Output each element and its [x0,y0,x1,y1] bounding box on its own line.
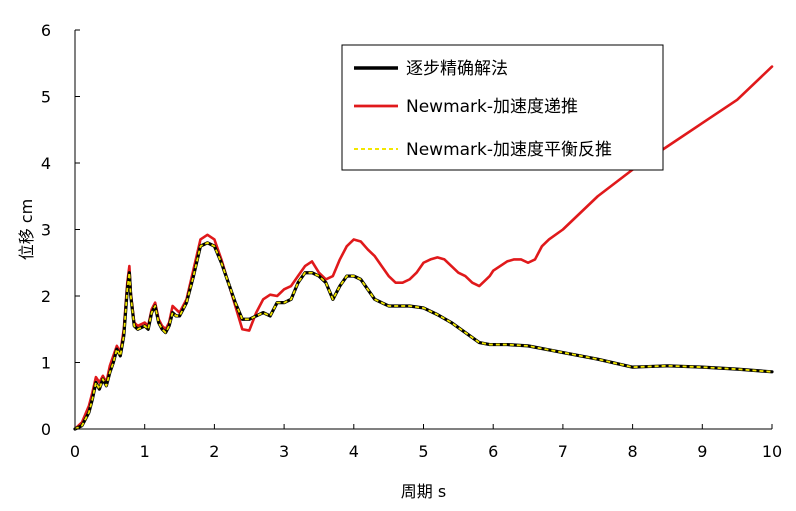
series-line-exact [73,241,774,431]
y-tick-label: 5 [41,88,51,107]
x-tick-label: 3 [279,442,289,461]
x-tick-label: 2 [209,442,219,461]
x-tick-label: 9 [697,442,707,461]
y-tick-label: 0 [41,420,51,439]
x-tick-label: 10 [762,442,782,461]
y-axis-ticks: 0 1 2 3 4 5 6 [41,21,80,439]
x-tick-label: 0 [70,442,80,461]
x-tick-label: 6 [488,442,498,461]
x-tick-label: 7 [558,442,568,461]
y-tick-label: 6 [41,21,51,40]
legend-label-newmark-recursive: Newmark-加速度递推 [406,97,578,117]
legend-label-newmark-balance: Newmark-加速度平衡反推 [406,140,612,160]
x-tick-label: 1 [140,442,150,461]
legend: 逐步精确解法 Newmark-加速度递推 Newmark-加速度平衡反推 [341,44,664,171]
y-tick-label: 1 [41,354,51,373]
x-axis-title: 周期 s [401,482,446,501]
series-line-newmark-balance [74,241,773,430]
y-tick-label: 2 [41,287,51,306]
x-tick-label: 4 [349,442,359,461]
y-tick-label: 4 [41,154,51,173]
legend-box [341,44,664,171]
series-layer [73,65,774,431]
x-tick-label: 5 [418,442,428,461]
x-axis-ticks: 0 1 2 3 4 5 6 7 8 9 10 [70,424,782,461]
legend-label-exact: 逐步精确解法 [406,59,508,79]
y-tick-label: 3 [41,221,51,240]
x-tick-label: 8 [628,442,638,461]
y-axis-title: 位移 cm [17,199,36,260]
